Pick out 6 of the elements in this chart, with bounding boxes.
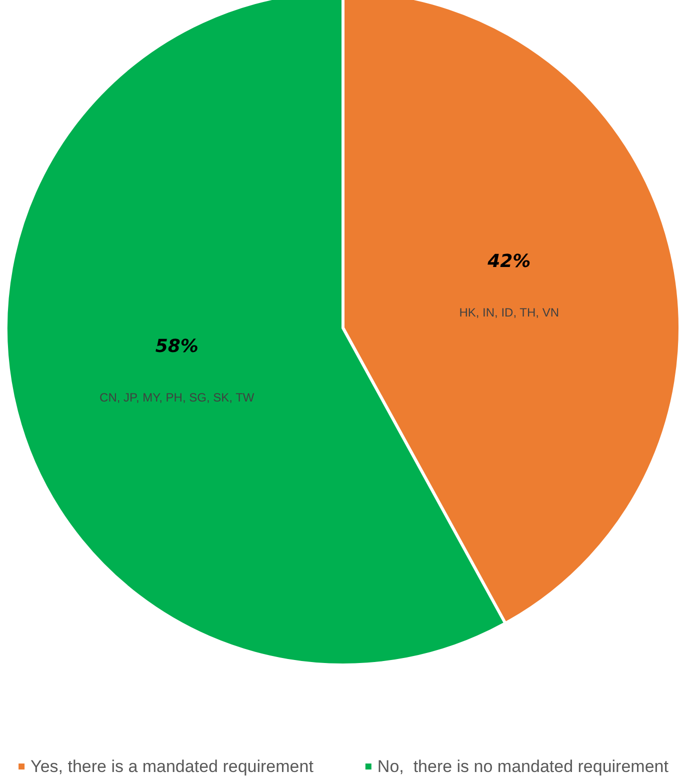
text: HK, IN, ID, TH, VN [459,305,560,320]
legend-label: Yes, there is a mandated requirement [30,757,314,776]
legend-label: No, there is no mandated requirement [377,757,669,776]
data-label: 42% [486,250,531,272]
text: CN, JP, MY, PH, SG, SK, TW [100,390,255,405]
data-label: 58% [155,336,198,358]
